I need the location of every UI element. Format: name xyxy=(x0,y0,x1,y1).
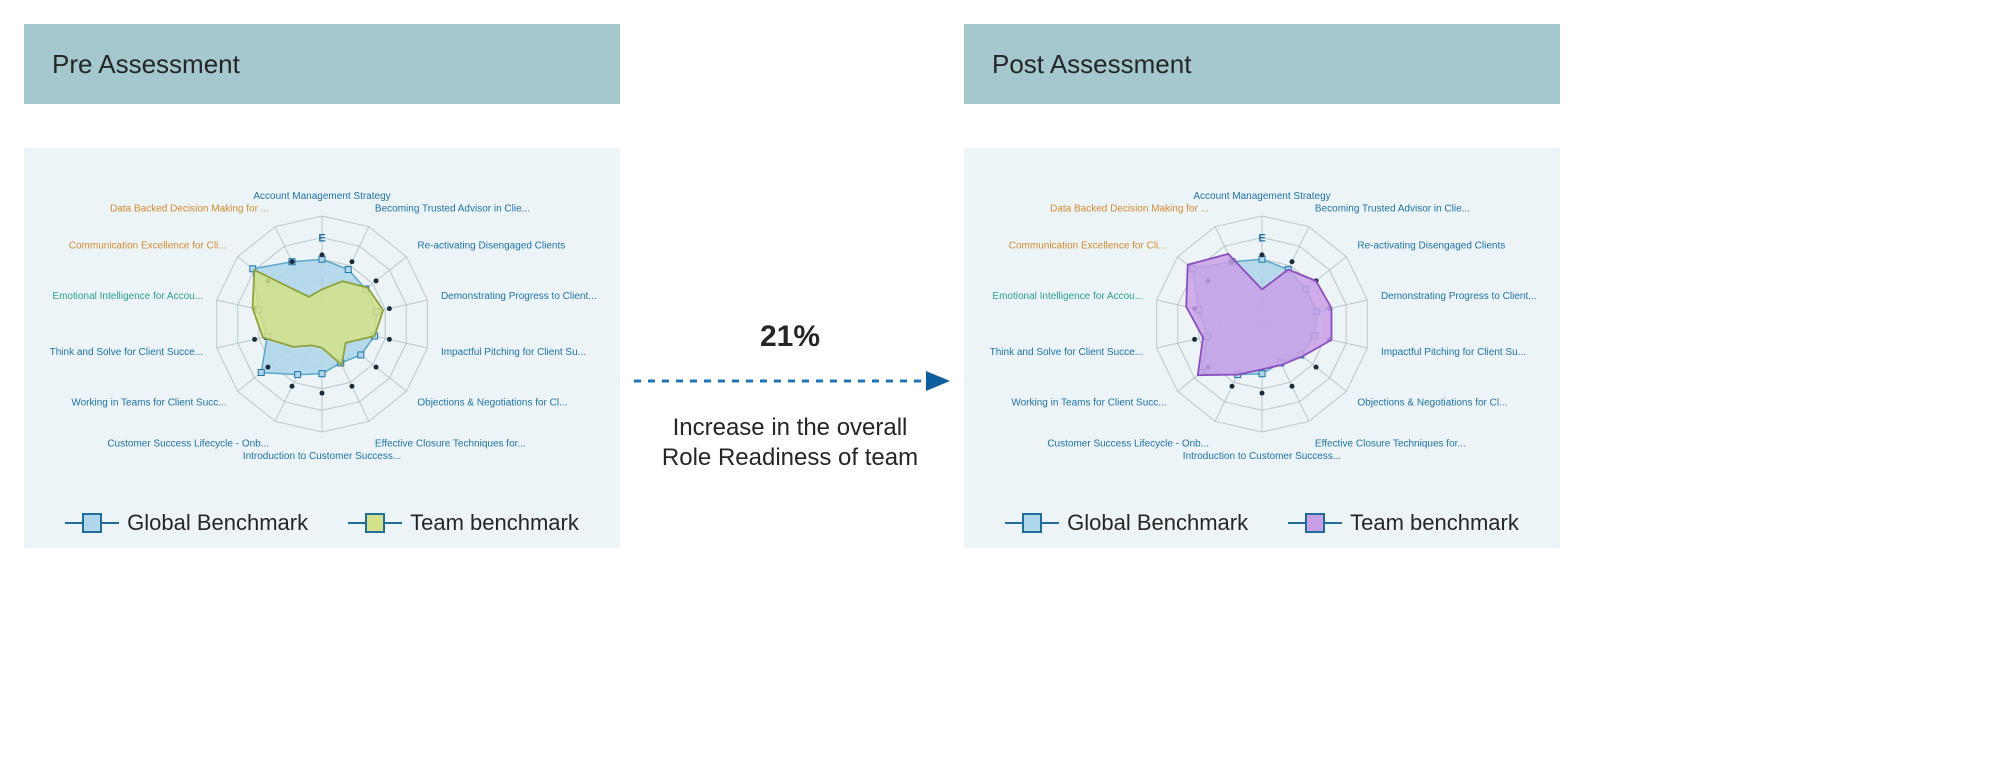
legend-team-swatch xyxy=(1288,514,1342,532)
svg-text:Effective Closure Techniques f: Effective Closure Techniques for... xyxy=(375,439,526,450)
legend-team-label: Team benchmark xyxy=(1350,510,1519,536)
svg-text:Emotional Intelligence for Acc: Emotional Intelligence for Accou... xyxy=(992,291,1143,302)
caption-line2: Role Readiness of team xyxy=(630,443,950,473)
pre-legend: Global Benchmark Team benchmark xyxy=(24,510,620,536)
center-summary: 21% Increase in the overall Role Readine… xyxy=(630,320,950,473)
svg-text:Account Management Strategy: Account Management Strategy xyxy=(253,191,390,202)
svg-text:Working in Teams for Client Su: Working in Teams for Client Succ... xyxy=(71,398,226,409)
legend-global: Global Benchmark xyxy=(65,510,308,536)
pre-assessment-title-bar: Pre Assessment xyxy=(24,24,620,104)
svg-text:Demonstrating Progress to Clie: Demonstrating Progress to Client... xyxy=(1381,291,1537,302)
svg-text:Communication Excellence for C: Communication Excellence for Cli... xyxy=(1009,240,1167,251)
svg-text:Think and Solve for Client Suc: Think and Solve for Client Succe... xyxy=(990,347,1143,358)
post-assessment-title: Post Assessment xyxy=(992,49,1191,80)
svg-text:Becoming Trusted Advisor in Cl: Becoming Trusted Advisor in Clie... xyxy=(375,203,530,214)
percent-increase: 21% xyxy=(630,320,950,354)
post-legend: Global Benchmark Team benchmark xyxy=(964,510,1560,536)
arrow-icon xyxy=(630,368,950,394)
svg-text:Emotional Intelligence for Acc: Emotional Intelligence for Accou... xyxy=(52,291,203,302)
svg-text:Introduction to Customer Succe: Introduction to Customer Success... xyxy=(1183,451,1341,462)
svg-text:Demonstrating Progress to Clie: Demonstrating Progress to Client... xyxy=(441,291,597,302)
legend-global-label: Global Benchmark xyxy=(127,510,308,536)
svg-text:Re-activating Disengaged Clien: Re-activating Disengaged Clients xyxy=(417,240,565,251)
svg-text:Think and Solve for Client Suc: Think and Solve for Client Succe... xyxy=(50,347,203,358)
pre-assessment-title: Pre Assessment xyxy=(52,49,240,80)
caption-line1: Increase in the overall xyxy=(630,413,950,443)
svg-text:E: E xyxy=(1258,233,1265,245)
svg-text:Communication Excellence for C: Communication Excellence for Cli... xyxy=(69,240,227,251)
legend-global-swatch xyxy=(65,514,119,532)
post-assessment-title-bar: Post Assessment xyxy=(964,24,1560,104)
svg-text:Introduction to Customer Succe: Introduction to Customer Success... xyxy=(243,451,401,462)
legend-team: Team benchmark xyxy=(348,510,579,536)
svg-text:Working in Teams for Client Su: Working in Teams for Client Succ... xyxy=(1011,398,1166,409)
svg-text:Customer Success Lifecycle - O: Customer Success Lifecycle - Onb... xyxy=(107,439,269,450)
legend-team-label: Team benchmark xyxy=(410,510,579,536)
page: Pre Assessment Post Assessment BIAEAccou… xyxy=(0,0,1996,769)
post-radar-chart: BIAEAccount Management StrategyBecoming … xyxy=(964,148,1560,488)
svg-text:Objections & Negotiations for: Objections & Negotiations for Cl... xyxy=(417,398,567,409)
legend-global-swatch xyxy=(1005,514,1059,532)
svg-text:E: E xyxy=(318,233,325,245)
svg-text:Data Backed Decision Making fo: Data Backed Decision Making for ... xyxy=(110,203,269,214)
svg-text:Effective Closure Techniques f: Effective Closure Techniques for... xyxy=(1315,439,1466,450)
svg-text:Re-activating Disengaged Clien: Re-activating Disengaged Clients xyxy=(1357,240,1505,251)
legend-global-label: Global Benchmark xyxy=(1067,510,1248,536)
pre-radar-chart: BIAEAccount Management StrategyBecoming … xyxy=(24,148,620,488)
svg-text:Customer Success Lifecycle - O: Customer Success Lifecycle - Onb... xyxy=(1047,439,1209,450)
legend-team: Team benchmark xyxy=(1288,510,1519,536)
svg-text:Account Management Strategy: Account Management Strategy xyxy=(1193,191,1330,202)
svg-text:Objections & Negotiations for: Objections & Negotiations for Cl... xyxy=(1357,398,1507,409)
post-assessment-panel: BIAEAccount Management StrategyBecoming … xyxy=(964,148,1560,548)
svg-text:Becoming Trusted Advisor in Cl: Becoming Trusted Advisor in Clie... xyxy=(1315,203,1470,214)
legend-global: Global Benchmark xyxy=(1005,510,1248,536)
legend-team-swatch xyxy=(348,514,402,532)
svg-text:Impactful Pitching for Client: Impactful Pitching for Client Su... xyxy=(1381,347,1526,358)
svg-text:Data Backed Decision Making fo: Data Backed Decision Making for ... xyxy=(1050,203,1209,214)
svg-text:Impactful Pitching for Client: Impactful Pitching for Client Su... xyxy=(441,347,586,358)
pre-assessment-panel: BIAEAccount Management StrategyBecoming … xyxy=(24,148,620,548)
